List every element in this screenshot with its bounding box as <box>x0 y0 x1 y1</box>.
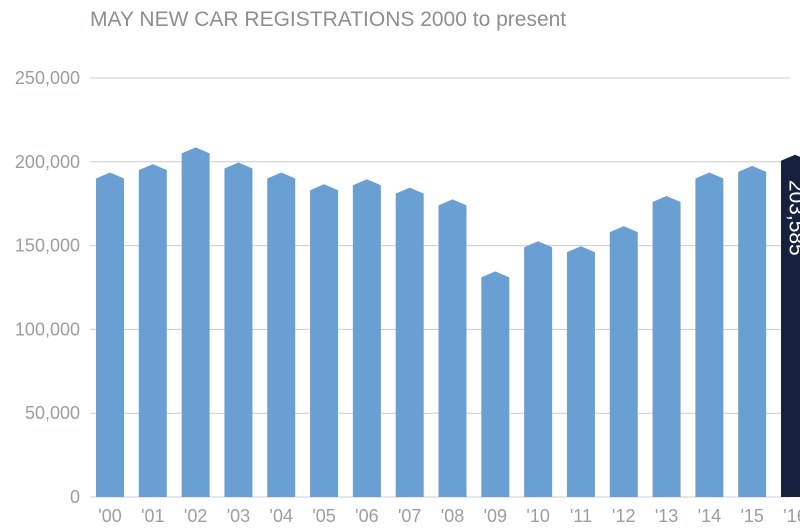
bar <box>652 195 681 497</box>
x-tick-label: '12 <box>612 506 635 526</box>
bars <box>96 147 800 498</box>
bar <box>609 226 638 497</box>
bar <box>566 246 595 497</box>
bar <box>738 165 767 497</box>
x-tick-label: '06 <box>355 506 378 526</box>
bar <box>267 172 296 498</box>
bar <box>481 271 510 497</box>
bar <box>438 199 467 497</box>
x-tick-label: '13 <box>655 506 678 526</box>
data-label: 203,585 <box>784 180 800 256</box>
y-tick-label: 250,000 <box>15 68 80 88</box>
x-tick-label: '02 <box>184 506 207 526</box>
x-tick-label: '04 <box>270 506 293 526</box>
y-tick-label: 0 <box>70 487 80 507</box>
x-tick-label: '00 <box>98 506 121 526</box>
y-tick-label: 100,000 <box>15 319 80 339</box>
x-tick-label: '09 <box>484 506 507 526</box>
x-tick-label: '01 <box>141 506 164 526</box>
bar <box>224 162 253 497</box>
y-tick-label: 50,000 <box>25 403 80 423</box>
bar <box>96 172 124 498</box>
y-tick-label: 150,000 <box>15 236 80 256</box>
bar <box>695 172 724 498</box>
x-tick-label: '07 <box>398 506 421 526</box>
bar <box>395 187 424 497</box>
x-tick-label: '11 <box>570 506 592 526</box>
y-tick-label: 200,000 <box>15 152 80 172</box>
x-tick-label: '05 <box>312 506 335 526</box>
bar-highlight <box>781 154 800 497</box>
x-tick-label: '16 <box>783 506 800 526</box>
bar <box>524 241 553 497</box>
bar <box>352 179 381 497</box>
bar <box>181 147 210 497</box>
bar <box>310 184 339 497</box>
x-tick-label: '15 <box>740 506 763 526</box>
x-tick-label: '14 <box>698 506 721 526</box>
y-axis-ticks: 0 50,000 100,000 150,000 200,000 250,000 <box>15 68 80 507</box>
chart-title: MAY NEW CAR REGISTRATIONS 2000 to presen… <box>90 8 566 31</box>
bar <box>138 164 167 498</box>
x-tick-label: '10 <box>526 506 549 526</box>
data-labels: 203,585 <box>784 180 800 256</box>
x-axis-ticks: '00 '01 '02 '03 '04 '05 '06 '07 '08 '09 '10 '11 '12 '… <box>98 506 800 526</box>
x-tick-label: '08 <box>441 506 464 526</box>
x-tick-label: '03 <box>227 506 250 526</box>
